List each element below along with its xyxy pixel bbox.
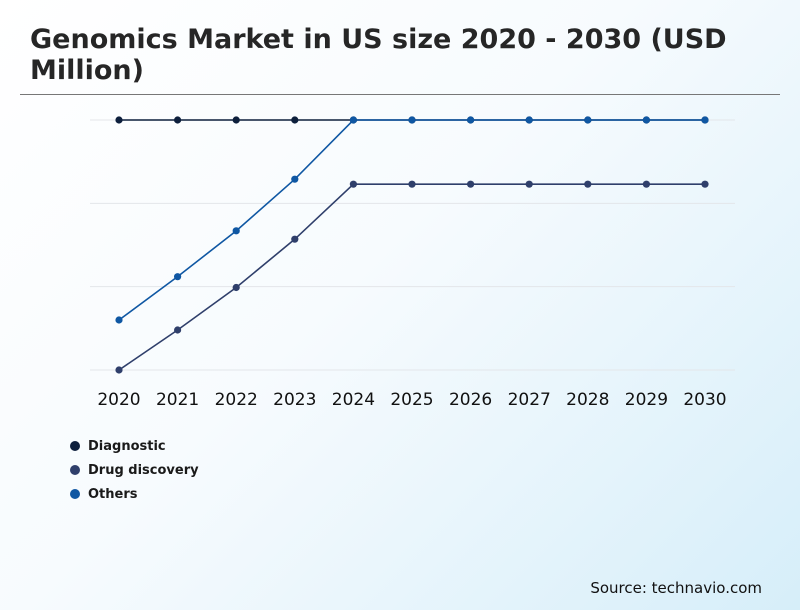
data-point <box>584 180 592 188</box>
series-points <box>115 116 709 374</box>
x-tick-label: 2020 <box>97 390 140 410</box>
data-point <box>291 235 299 243</box>
data-point <box>115 116 123 124</box>
data-point <box>584 116 592 124</box>
data-point <box>642 116 651 124</box>
data-point <box>174 326 182 334</box>
legend: Diagnostic Drug discovery Others <box>70 434 199 506</box>
legend-item: Drug discovery <box>70 458 199 482</box>
data-point <box>232 227 240 235</box>
data-point <box>174 116 182 124</box>
x-tick-label: 2027 <box>508 390 551 410</box>
data-point <box>525 180 533 188</box>
legend-item: Others <box>70 482 199 506</box>
series-line <box>118 183 705 371</box>
x-tick-label: 2021 <box>156 390 199 410</box>
series-lines <box>118 119 705 371</box>
data-point <box>232 283 240 292</box>
data-point <box>467 180 475 188</box>
legend-label: Diagnostic <box>88 438 166 454</box>
data-point <box>642 180 651 188</box>
data-point <box>467 116 475 124</box>
data-point <box>291 116 299 124</box>
gridlines <box>90 119 735 371</box>
data-point <box>115 316 123 324</box>
data-point <box>291 175 299 183</box>
legend-marker <box>70 441 80 451</box>
data-point <box>408 116 416 124</box>
legend-item: Diagnostic <box>70 434 199 458</box>
data-point <box>349 180 357 188</box>
x-tick-label: 2026 <box>449 390 492 410</box>
series-line <box>118 119 705 321</box>
chart-title: Genomics Market in US size 2020 - 2030 (… <box>30 24 727 86</box>
source-note: Source: technavio.com <box>590 579 762 597</box>
data-point <box>701 180 709 188</box>
x-tick-label: 2028 <box>566 390 609 410</box>
data-point <box>349 116 357 124</box>
x-tick-label: 2022 <box>215 390 258 410</box>
x-tick-label: 2024 <box>332 390 375 410</box>
legend-label: Others <box>88 486 138 502</box>
x-axis-ticks: 2020 2021 2022 2023 2024 2025 2026 2027 2028 2029… <box>97 390 726 410</box>
legend-label: Drug discovery <box>88 462 199 478</box>
data-point <box>174 273 182 281</box>
x-tick-label: 2025 <box>390 390 433 410</box>
data-point <box>408 180 416 188</box>
data-point <box>115 366 123 374</box>
data-point <box>525 116 533 124</box>
data-point <box>701 116 709 124</box>
legend-marker <box>70 465 80 475</box>
legend-marker <box>70 489 80 499</box>
data-point <box>232 116 240 124</box>
x-tick-label: 2030 <box>683 390 726 410</box>
x-tick-label: 2029 <box>625 390 668 410</box>
x-tick-label: 2023 <box>273 390 316 410</box>
title-divider <box>20 94 780 95</box>
